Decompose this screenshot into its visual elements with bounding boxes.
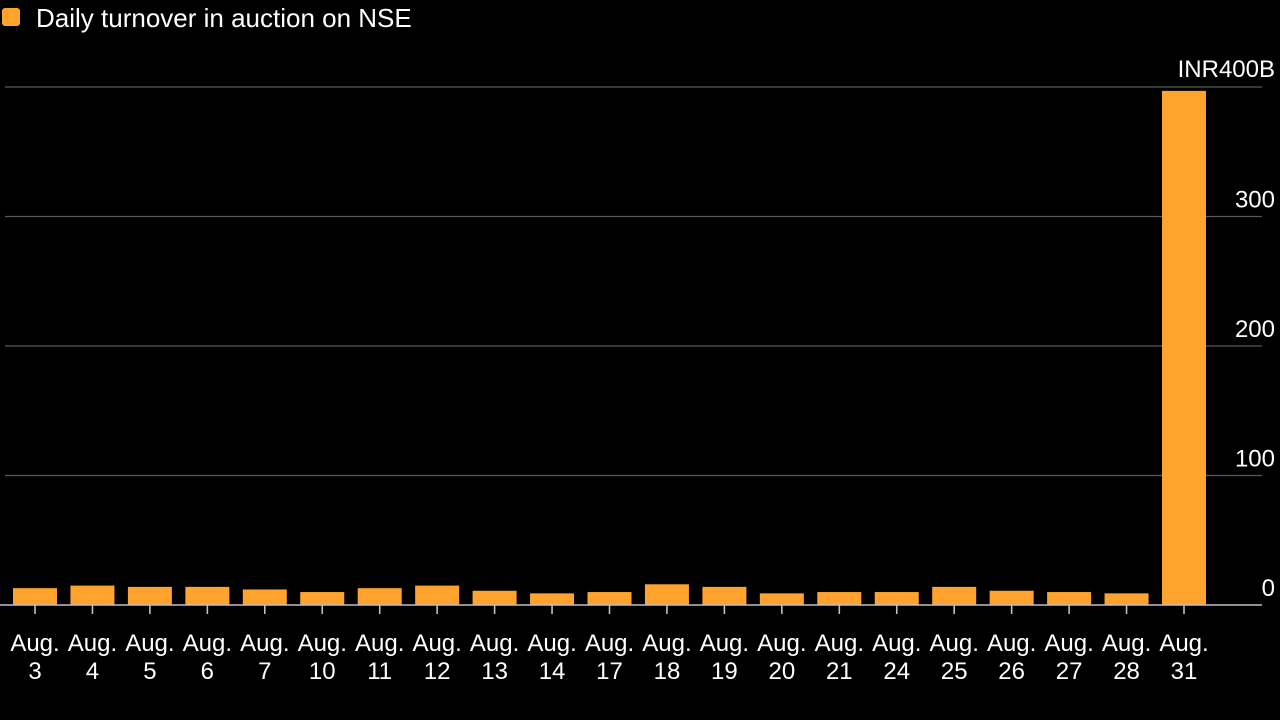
x-tick-label-day: 21 — [826, 658, 853, 685]
bar — [1162, 90, 1206, 605]
x-tick-label-month: Aug. — [585, 630, 634, 657]
bar — [932, 586, 977, 605]
x-tick-label-month: Aug. — [987, 630, 1036, 657]
x-tick-label-month: Aug. — [757, 630, 806, 657]
x-tick-label-month: Aug. — [815, 630, 864, 657]
x-tick-label-day: 7 — [258, 658, 271, 685]
x-tick-label-month: Aug. — [125, 630, 174, 657]
x-tick-label-day: 25 — [941, 658, 968, 685]
x-axis — [0, 604, 1262, 614]
x-tick-label-month: Aug. — [872, 630, 921, 657]
y-tick-label: INR400B — [1178, 56, 1275, 83]
bar — [817, 592, 862, 605]
x-tick-label-day: 4 — [86, 658, 99, 685]
x-tick-label-month: Aug. — [1044, 630, 1093, 657]
x-tick-label-day: 20 — [768, 658, 795, 685]
x-tick-label-day: 31 — [1171, 658, 1198, 685]
bar — [472, 590, 517, 605]
x-tick-label-day: 12 — [424, 658, 451, 685]
gridlines — [5, 86, 1262, 477]
x-tick-label-day: 28 — [1113, 658, 1140, 685]
bar — [644, 584, 689, 605]
bar — [415, 585, 460, 605]
bar — [300, 592, 345, 605]
x-tick-label-day: 3 — [28, 658, 41, 685]
x-tick-label-month: Aug. — [470, 630, 519, 657]
x-tick-label-day: 26 — [998, 658, 1025, 685]
x-tick-label-day: 5 — [143, 658, 156, 685]
x-tick-label-day: 18 — [654, 658, 681, 685]
x-tick-label-month: Aug. — [183, 630, 232, 657]
x-tick-label-month: Aug. — [700, 630, 749, 657]
x-tick-label-day: 10 — [309, 658, 336, 685]
x-tick-label-day: 17 — [596, 658, 623, 685]
x-tick-label-month: Aug. — [1159, 630, 1208, 657]
x-tick-label-month: Aug. — [10, 630, 59, 657]
bar — [530, 593, 575, 605]
x-tick-label-month: Aug. — [642, 630, 691, 657]
x-tick-label-day: 27 — [1056, 658, 1083, 685]
x-tick-label-month: Aug. — [240, 630, 289, 657]
bar — [13, 588, 57, 605]
x-tick-label-day: 14 — [539, 658, 566, 685]
x-tick-label-month: Aug. — [412, 630, 461, 657]
x-tick-label-month: Aug. — [298, 630, 347, 657]
bar — [587, 592, 632, 605]
bar — [127, 586, 172, 605]
legend-label: Daily turnover in auction on NSE — [36, 3, 412, 33]
x-tick-label-day: 6 — [201, 658, 214, 685]
bar — [874, 592, 919, 605]
y-tick-label: 200 — [1235, 316, 1275, 343]
bar — [357, 588, 402, 605]
x-tick-label-day: 13 — [481, 658, 508, 685]
bar — [185, 586, 230, 605]
x-tick-label-month: Aug. — [68, 630, 117, 657]
x-tick-label-month: Aug. — [930, 630, 979, 657]
bar — [759, 593, 804, 605]
x-axis-tick-labels: Aug.3Aug.4Aug.5Aug.6Aug.7Aug.10Aug.11Aug… — [10, 630, 1208, 685]
y-tick-label: 300 — [1235, 187, 1275, 214]
x-tick-label-day: 11 — [367, 658, 392, 685]
x-tick-label-month: Aug. — [355, 630, 404, 657]
x-tick-label-day: 19 — [711, 658, 738, 685]
y-tick-label: 100 — [1235, 446, 1275, 473]
x-tick-label-month: Aug. — [527, 630, 576, 657]
bar — [70, 585, 115, 605]
bar — [702, 586, 747, 605]
bars — [13, 90, 1206, 605]
legend: Daily turnover in auction on NSE — [2, 3, 412, 33]
y-tick-label: 0 — [1262, 575, 1275, 602]
y-axis-tick-labels: 0 100 200 300 INR400B — [1178, 56, 1275, 602]
bar — [1104, 593, 1149, 605]
x-tick-label-day: 24 — [883, 658, 910, 685]
legend-swatch — [2, 8, 20, 26]
bar — [242, 589, 287, 605]
bar — [1047, 592, 1092, 605]
x-tick-label-month: Aug. — [1102, 630, 1151, 657]
bar — [989, 590, 1034, 605]
